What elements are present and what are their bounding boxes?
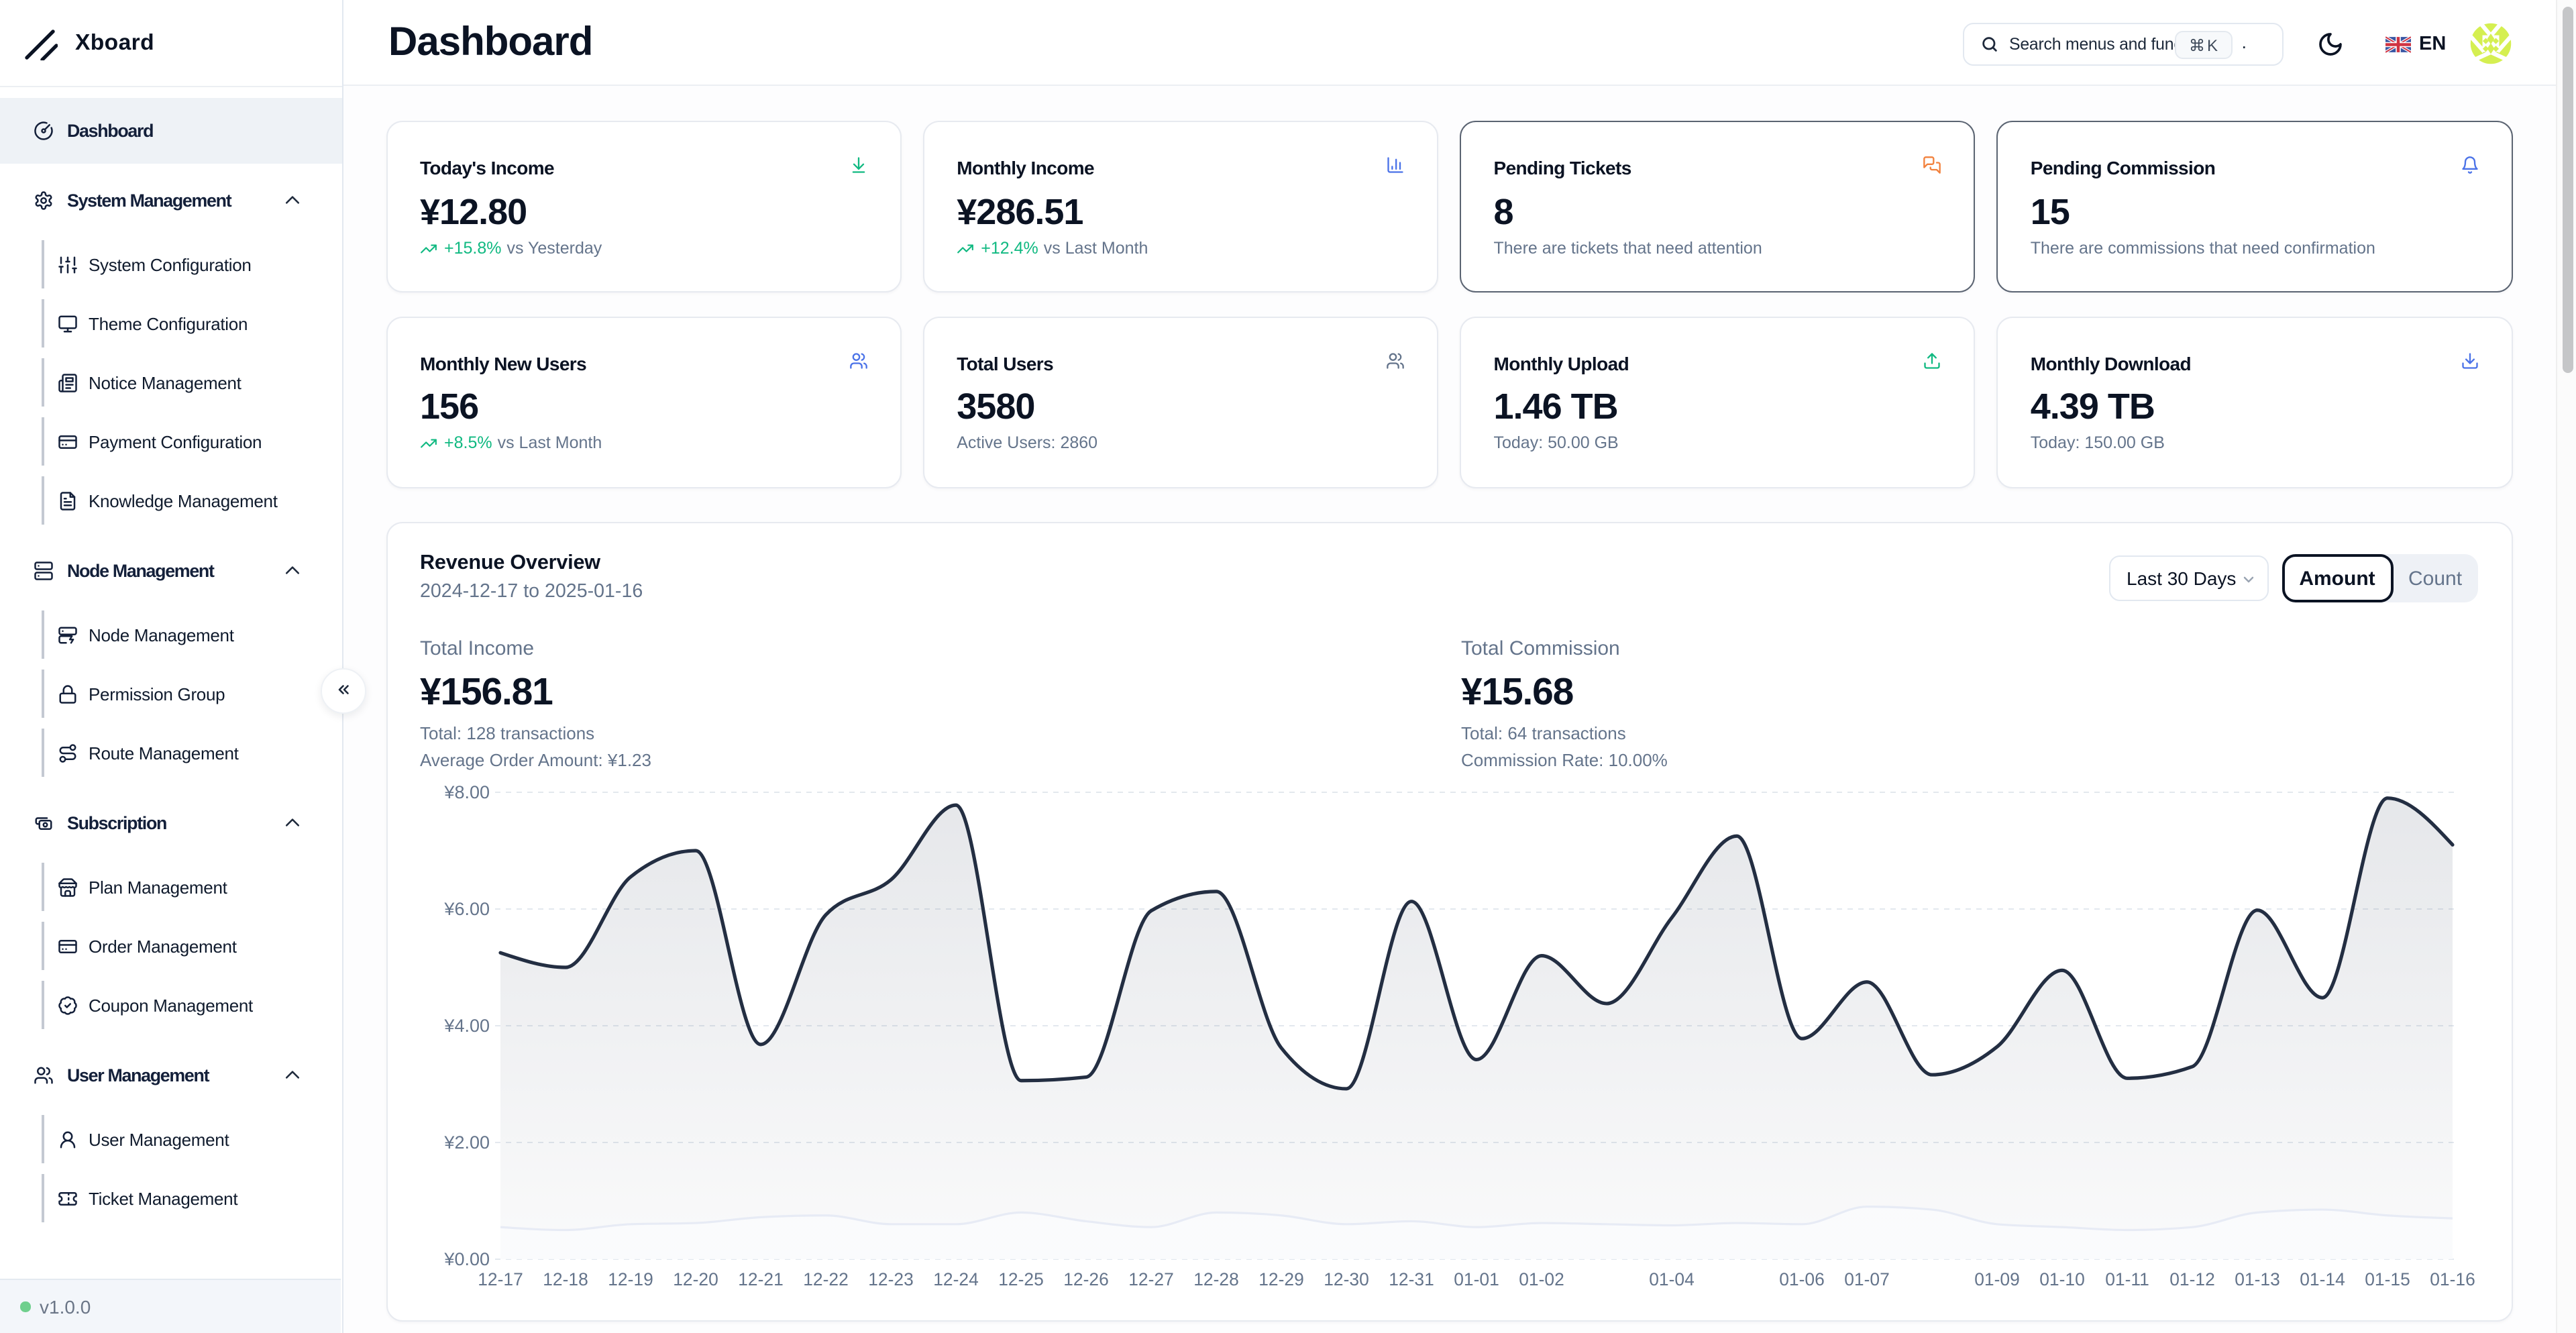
svg-text:01-06: 01-06 xyxy=(1779,1269,1825,1289)
svg-text:01-02: 01-02 xyxy=(1519,1269,1564,1289)
svg-text:12-30: 12-30 xyxy=(1324,1269,1369,1289)
svg-text:01-10: 01-10 xyxy=(2039,1269,2085,1289)
svg-text:12-20: 12-20 xyxy=(673,1269,718,1289)
svg-text:12-27: 12-27 xyxy=(1128,1269,1174,1289)
svg-text:12-22: 12-22 xyxy=(803,1269,849,1289)
svg-text:12-19: 12-19 xyxy=(608,1269,653,1289)
svg-text:¥6.00: ¥6.00 xyxy=(443,898,490,918)
svg-text:¥4.00: ¥4.00 xyxy=(443,1015,490,1035)
svg-text:12-24: 12-24 xyxy=(933,1269,979,1289)
svg-text:12-31: 12-31 xyxy=(1389,1269,1434,1289)
svg-text:01-07: 01-07 xyxy=(1844,1269,1890,1289)
svg-text:12-17: 12-17 xyxy=(478,1269,523,1289)
svg-text:¥0.00: ¥0.00 xyxy=(443,1248,490,1269)
svg-text:01-16: 01-16 xyxy=(2430,1269,2475,1289)
svg-text:12-21: 12-21 xyxy=(738,1269,784,1289)
svg-text:01-13: 01-13 xyxy=(2235,1269,2280,1289)
svg-text:¥2.00: ¥2.00 xyxy=(443,1132,490,1152)
svg-text:01-11: 01-11 xyxy=(2105,1269,2149,1289)
svg-text:¥8.00: ¥8.00 xyxy=(443,782,490,802)
svg-text:01-04: 01-04 xyxy=(1649,1269,1695,1289)
svg-text:01-12: 01-12 xyxy=(2169,1269,2215,1289)
svg-text:12-26: 12-26 xyxy=(1063,1269,1109,1289)
svg-text:12-18: 12-18 xyxy=(543,1269,588,1289)
svg-text:01-15: 01-15 xyxy=(2365,1269,2410,1289)
svg-text:01-09: 01-09 xyxy=(1974,1269,2020,1289)
svg-text:12-25: 12-25 xyxy=(998,1269,1044,1289)
svg-text:12-29: 12-29 xyxy=(1258,1269,1304,1289)
svg-text:12-23: 12-23 xyxy=(868,1269,914,1289)
svg-text:01-01: 01-01 xyxy=(1454,1269,1499,1289)
svg-text:12-28: 12-28 xyxy=(1193,1269,1239,1289)
svg-text:01-14: 01-14 xyxy=(2300,1269,2345,1289)
